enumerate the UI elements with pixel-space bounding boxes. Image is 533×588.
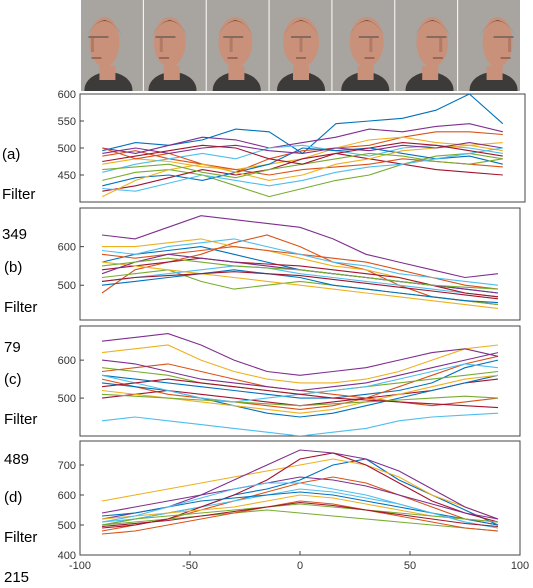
panel-filter-number: 489 xyxy=(4,451,30,468)
series-line xyxy=(101,261,499,309)
face-thumbnail xyxy=(458,0,520,91)
panel-label-c: (c) Filter 489 xyxy=(4,350,37,470)
y-tick-label: 500 xyxy=(58,393,76,405)
panel-word: Filter xyxy=(4,299,38,316)
panel-filter-number: 79 xyxy=(4,339,21,356)
face-thumbnail xyxy=(206,0,269,91)
series-line xyxy=(101,476,499,520)
panel-tag: (c) xyxy=(4,371,22,388)
filter-response-charts: 450500550600500600500600400500600700-100… xyxy=(58,89,530,572)
x-tick-label: -50 xyxy=(182,560,198,572)
series-line xyxy=(101,452,499,529)
series-line xyxy=(101,238,499,286)
y-tick-label: 500 xyxy=(58,280,76,292)
face-thumbnail xyxy=(81,0,143,91)
series-line xyxy=(102,123,503,154)
series-line xyxy=(101,333,499,376)
face-thumbnail xyxy=(332,0,395,91)
series-line xyxy=(101,482,499,529)
y-tick-label: 600 xyxy=(58,355,76,367)
y-tick-label: 500 xyxy=(58,143,76,155)
series-line xyxy=(102,147,503,192)
chart-panel-2: 500 600 xyxy=(58,207,521,321)
series-line xyxy=(101,378,499,409)
x-tick-label: 100 xyxy=(511,560,529,572)
series-line xyxy=(101,344,499,384)
series-line xyxy=(101,271,499,300)
series-line xyxy=(101,359,499,399)
panel-word: Filter xyxy=(4,529,38,546)
series-line xyxy=(101,500,499,535)
series-line xyxy=(101,215,499,279)
panel-tag: (d) xyxy=(4,489,23,506)
panel-filter-number: 349 xyxy=(2,226,28,243)
y-tick-label: 600 xyxy=(58,242,76,254)
series-line xyxy=(101,412,499,436)
panel-word: Filter xyxy=(2,186,36,203)
chart-panel-4: 400 500 600 700 -100 -50 0 50 100 xyxy=(58,440,529,572)
face-thumbnail xyxy=(143,0,206,91)
x-tick-label: 0 xyxy=(297,560,303,572)
series-line xyxy=(101,269,499,304)
y-tick-label: 700 xyxy=(58,460,76,472)
plot-area xyxy=(79,440,521,556)
plot-area xyxy=(79,325,521,437)
series-line xyxy=(102,142,503,165)
y-tick-label: 600 xyxy=(58,490,76,502)
panel-word: Filter xyxy=(4,411,38,428)
series-line xyxy=(101,458,499,520)
y-tick-label: 450 xyxy=(58,170,76,182)
series-line xyxy=(101,257,499,290)
series-line xyxy=(102,152,503,192)
series-line xyxy=(102,142,503,154)
chart-panel-3: 500 600 xyxy=(58,325,521,437)
x-tick-label: 50 xyxy=(404,560,416,572)
y-tick-label: 500 xyxy=(58,520,76,532)
panel-tag: (b) xyxy=(4,259,23,276)
chart-panel-1: 450 500 550 600 xyxy=(58,89,526,203)
face-thumbnail xyxy=(395,0,458,91)
y-tick-label: 400 xyxy=(58,550,76,562)
y-tick-label: 600 xyxy=(58,89,76,101)
face-thumbnail xyxy=(269,0,332,91)
series-line xyxy=(101,352,499,392)
series-line xyxy=(101,501,499,528)
series-line xyxy=(101,265,499,298)
y-tick-label: 550 xyxy=(58,116,76,128)
face-pose-strip xyxy=(81,0,520,91)
series-line xyxy=(101,355,499,410)
series-line xyxy=(101,503,499,526)
panel-label-b: (b) Filter 79 xyxy=(4,238,37,358)
panel-label-a: (a) Filter 349 xyxy=(2,125,35,245)
x-tick-label: -100 xyxy=(69,560,91,572)
series-line xyxy=(101,393,499,407)
panel-tag: (a) xyxy=(2,146,21,163)
